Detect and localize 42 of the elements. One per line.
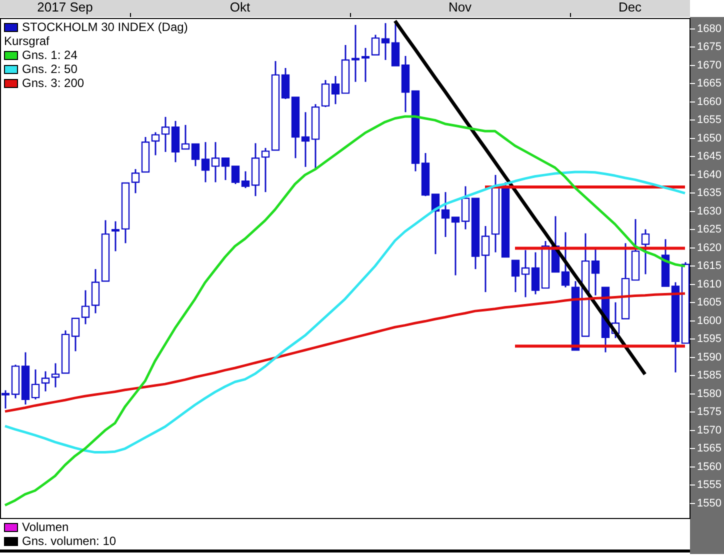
y-tick-label: 1630	[697, 205, 722, 218]
legend-label: Gns. 3: 200	[21, 76, 86, 90]
y-tick-label: 1590	[697, 351, 722, 364]
y-tick-label: 1550	[697, 497, 722, 510]
y-tick-label: 1625	[697, 224, 722, 236]
y-tick-label: 1585	[697, 370, 722, 382]
text: Nov	[448, 0, 472, 15]
text: Gns. volumen: 10	[21, 534, 116, 548]
y-tick-label: 1555	[697, 479, 722, 492]
legend-label: Gns. 2: 50	[21, 62, 78, 76]
y-tick-label: 1680	[697, 22, 722, 35]
y-tick-label: 1565	[697, 442, 722, 455]
candlestick	[2, 390, 10, 410]
y-tick-label: 1560	[697, 460, 722, 473]
y-tick-label: 1595	[697, 333, 722, 346]
y-tick-label: 1620	[697, 242, 722, 254]
y-tick-label: 1645	[697, 150, 722, 163]
y-tick-label: 1600	[697, 314, 722, 327]
legend-label: STOCKHOLM 30 INDEX (Dag)	[21, 20, 188, 34]
y-tick-label: 1665	[697, 78, 722, 90]
y-tick-label: 1650	[697, 132, 722, 144]
y-tick-label: 1670	[697, 59, 722, 72]
y-tick-label: 1570	[697, 424, 722, 436]
y-tick-label: 1660	[697, 96, 722, 108]
y-tick-label: 1655	[697, 114, 722, 126]
candlestick	[112, 220, 120, 252]
text: 2017 Sep	[37, 0, 93, 15]
text: Dec	[618, 0, 642, 15]
candlestick	[352, 24, 360, 83]
legend-label: Gns. 1: 24	[21, 48, 78, 62]
candlestick	[362, 47, 370, 83]
y-tick-label: 1635	[697, 187, 722, 200]
y-tick-label: 1610	[697, 278, 722, 290]
y-tick-label: 1615	[697, 260, 722, 272]
text: Volumen	[21, 520, 70, 534]
text: Okt	[230, 0, 250, 15]
y-tick-label: 1580	[697, 388, 722, 400]
y-tick-label: 1675	[697, 41, 722, 54]
y-tick-label: 1640	[697, 168, 722, 181]
y-tick-label: 1575	[697, 406, 722, 418]
y-tick-label: 1605	[697, 296, 722, 309]
annotation: Kursgraf	[4, 34, 50, 48]
